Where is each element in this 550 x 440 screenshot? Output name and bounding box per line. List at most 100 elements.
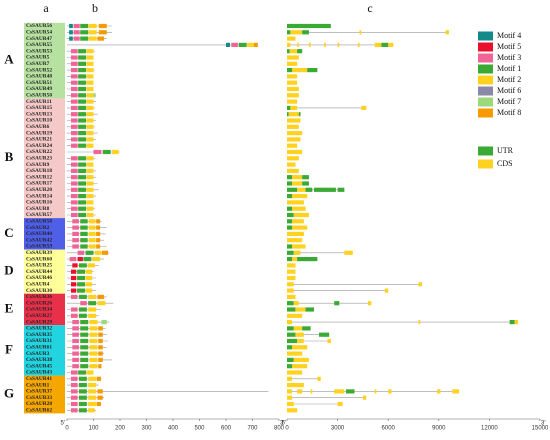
cds xyxy=(374,42,382,47)
motif xyxy=(226,42,230,47)
motif xyxy=(247,42,254,47)
motif xyxy=(80,338,89,344)
gene-name: CsSAUR3 xyxy=(26,351,50,357)
end-label: 3' xyxy=(280,421,284,427)
motif xyxy=(70,408,78,413)
motif xyxy=(78,294,87,299)
motif xyxy=(86,131,94,136)
gene-name: CsSAUR6 xyxy=(26,124,50,130)
motif xyxy=(77,282,86,287)
motif xyxy=(70,175,78,180)
motif xyxy=(73,36,80,41)
cds xyxy=(290,105,298,110)
motif xyxy=(78,376,87,381)
motif xyxy=(78,313,87,318)
utr xyxy=(346,389,355,394)
motif xyxy=(70,288,77,293)
motif xyxy=(101,250,109,255)
cds xyxy=(287,238,303,243)
cds xyxy=(367,301,372,306)
gene-name: CsSAUR54 xyxy=(26,30,52,36)
cds xyxy=(388,42,394,47)
gene-name: CsSAUR10 xyxy=(26,118,52,124)
end-label: 5' xyxy=(282,421,286,427)
cds xyxy=(310,389,313,394)
motif xyxy=(78,263,87,268)
motif xyxy=(89,326,98,331)
cds xyxy=(514,320,519,325)
motif xyxy=(98,351,103,356)
motif xyxy=(89,332,98,337)
motif xyxy=(85,288,93,293)
motif xyxy=(93,93,96,98)
end-label: 5' xyxy=(61,421,65,427)
legend-swatch xyxy=(478,146,493,156)
motif xyxy=(80,351,89,356)
gene-name: CsSAUR27 xyxy=(26,313,52,319)
motif xyxy=(80,345,89,350)
motif xyxy=(70,68,78,73)
cds xyxy=(287,124,299,129)
motif xyxy=(98,30,107,35)
motif xyxy=(96,225,101,230)
motif xyxy=(86,112,94,117)
motif xyxy=(80,326,89,331)
motif xyxy=(97,301,106,306)
gene-name: CsSAUR33 xyxy=(26,395,52,401)
gene-name: CsSAUR43 xyxy=(26,370,52,376)
motif xyxy=(94,250,102,255)
motif xyxy=(86,206,94,211)
utr xyxy=(307,68,318,73)
utr xyxy=(287,357,294,362)
motif xyxy=(85,250,94,255)
utr xyxy=(305,307,314,312)
motif xyxy=(80,301,87,306)
utr xyxy=(298,112,301,117)
motif xyxy=(78,143,87,148)
motif xyxy=(86,55,94,60)
legend-label: Motif 1 xyxy=(497,64,521,73)
utr xyxy=(287,250,294,255)
motif xyxy=(96,244,101,249)
motif xyxy=(253,42,258,47)
gene-name: CsSAUR4 xyxy=(26,282,50,288)
cds xyxy=(418,320,421,325)
cds xyxy=(359,30,362,35)
motif xyxy=(70,99,78,104)
motif xyxy=(78,181,87,186)
motif xyxy=(97,36,105,41)
gene-name: CsSAUR58 xyxy=(26,219,52,225)
gene-name: CsSAUR56 xyxy=(26,23,52,29)
cds xyxy=(324,42,326,47)
x-tick-label: 500 xyxy=(194,426,205,432)
motif xyxy=(80,225,88,230)
cds xyxy=(293,326,303,331)
cds xyxy=(297,187,306,192)
utr xyxy=(297,49,303,54)
utr xyxy=(287,338,298,344)
cds xyxy=(287,401,294,407)
group-box xyxy=(24,293,65,326)
motif xyxy=(78,194,87,199)
cds xyxy=(287,55,299,60)
legend-label: UTR xyxy=(497,146,514,155)
motif xyxy=(78,55,87,60)
motif xyxy=(78,212,87,218)
motif xyxy=(78,389,87,394)
motif xyxy=(88,225,96,230)
gene-name: CsSAUR49 xyxy=(26,86,52,92)
motif xyxy=(86,80,94,85)
motif xyxy=(96,231,101,236)
legend-label: Motif 6 xyxy=(497,86,521,95)
utr xyxy=(287,257,293,262)
utr xyxy=(287,244,293,249)
motif xyxy=(98,364,102,369)
motif xyxy=(89,364,98,369)
group-label: E xyxy=(5,300,14,315)
utr xyxy=(302,326,311,331)
x-tick-label: 600 xyxy=(221,426,232,432)
cds xyxy=(327,338,331,344)
motif xyxy=(72,263,78,268)
group-label: D xyxy=(4,263,13,278)
motif xyxy=(89,351,98,356)
